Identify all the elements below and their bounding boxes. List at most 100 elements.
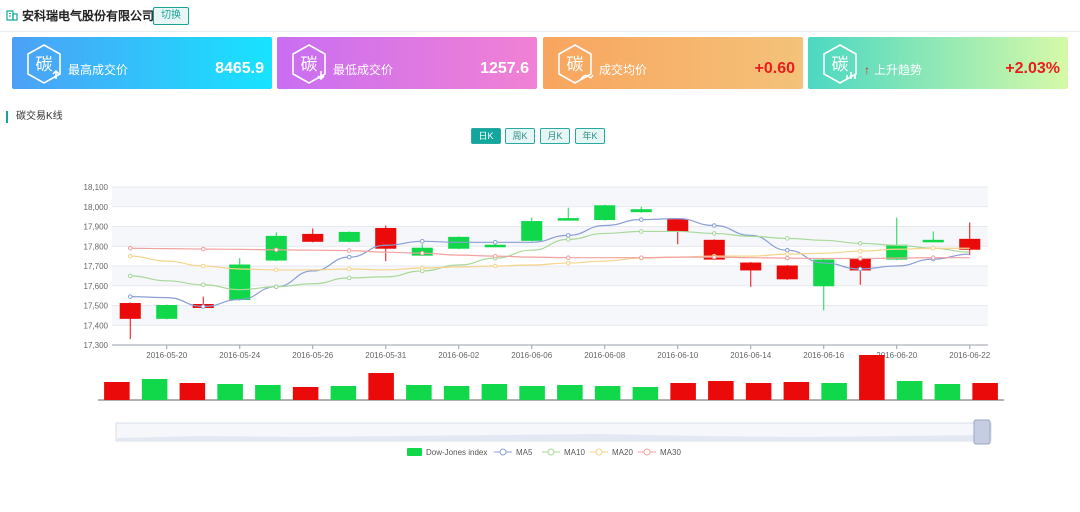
candle-body <box>594 205 616 221</box>
zoom-preview <box>116 434 991 441</box>
ma-point <box>711 254 717 260</box>
candle <box>557 207 579 221</box>
grid-band <box>112 285 988 306</box>
ma-point <box>565 255 571 261</box>
legend-label: MA10 <box>564 448 585 457</box>
x-tick-label: 2016-06-22 <box>949 351 990 360</box>
volume-bar <box>821 383 847 400</box>
card-label: 最高成交价 <box>68 63 129 77</box>
carbon-icon: 碳 <box>292 44 326 84</box>
arrow-up-icon: ↑ <box>864 63 870 77</box>
ma-point <box>711 231 717 236</box>
ma-point <box>565 233 571 238</box>
x-tick-label: 2016-05-26 <box>292 351 333 360</box>
candle <box>375 225 397 262</box>
volume-bar <box>972 383 998 400</box>
volume-bar <box>557 385 583 400</box>
candle <box>959 222 981 256</box>
ma-point <box>857 256 863 261</box>
candle-body <box>922 239 944 243</box>
tab-month[interactable]: 月K <box>540 128 570 144</box>
candle <box>922 231 944 243</box>
grid-band <box>112 206 988 227</box>
x-tick-label: 2016-06-14 <box>730 351 771 360</box>
legend-swatch-marker <box>643 448 651 456</box>
legend-item: MA5 <box>494 448 533 457</box>
ma-point <box>638 255 644 261</box>
ma-point <box>346 266 352 272</box>
legend-label: MA20 <box>612 448 633 457</box>
stat-card-highest-price: 碳 最高成交价 8465.9 <box>12 37 272 89</box>
grid-band <box>112 325 988 345</box>
ma-series-ma30 <box>127 245 970 261</box>
y-tick-label: 17,700 <box>84 262 109 271</box>
switch-button[interactable]: 切换 <box>153 7 189 25</box>
volume-bar <box>519 386 545 400</box>
candle-body <box>667 219 689 232</box>
volume-bar <box>594 386 621 400</box>
grid-band <box>112 246 988 266</box>
card-label: ↑ 上升趋势 <box>864 63 922 77</box>
ma-point <box>200 282 206 288</box>
ma-point <box>492 253 498 259</box>
candle <box>740 262 762 287</box>
candle <box>302 228 324 243</box>
ma-point <box>127 294 133 299</box>
card-label: 成交均价 <box>599 63 648 77</box>
legend-label: MA30 <box>660 448 681 457</box>
ma-point <box>784 255 790 261</box>
candle-body <box>338 231 360 242</box>
ma-point <box>419 265 425 271</box>
svg-text:碳: 碳 <box>832 55 849 75</box>
volume-bar <box>670 383 696 400</box>
volume-series <box>98 355 1004 401</box>
volume-bar <box>406 385 432 400</box>
ma-point <box>346 275 352 281</box>
candle <box>338 231 360 243</box>
volume-bar <box>934 384 961 400</box>
grid-band <box>112 305 988 326</box>
volume-bar <box>745 383 772 400</box>
svg-text:碳: 碳 <box>567 55 584 75</box>
candle-body <box>375 227 397 249</box>
volume-bar <box>443 386 470 400</box>
candle-body <box>229 264 251 301</box>
ma-point <box>127 253 133 259</box>
ma-point <box>200 304 206 309</box>
tab-year[interactable]: 年K <box>575 128 605 144</box>
ma-point <box>784 251 790 257</box>
volume-bar <box>708 381 734 400</box>
legend-item: MA10 <box>542 448 585 457</box>
volume-bar <box>104 382 130 400</box>
x-tick-label: 2016-05-31 <box>365 351 406 360</box>
tab-day[interactable]: 日K <box>471 128 501 144</box>
candle-body <box>630 209 652 213</box>
card-value: +0.60 <box>754 60 795 77</box>
tab-week[interactable]: 周K <box>505 128 535 144</box>
y-tick-label: 17,900 <box>84 223 109 232</box>
zoom-handle[interactable] <box>973 419 991 445</box>
candle-body <box>484 244 506 248</box>
x-axis: 2016-05-20 2016-05-24 2016-05-26 2016-05-31… <box>146 345 991 360</box>
ma-point <box>127 245 133 251</box>
legend-item: MA20 <box>590 448 633 457</box>
x-tick-label: 2016-06-10 <box>657 351 698 360</box>
building-icon <box>6 10 18 21</box>
ma-point <box>857 248 863 254</box>
card-value: 1257.6 <box>480 60 529 77</box>
y-tick-label: 17,600 <box>84 282 109 291</box>
candle-body <box>959 238 981 250</box>
grid-band <box>112 226 988 247</box>
stat-cards: 碳 最高成交价 8465.9 碳 最低成交价 1257.6 碳 成交均价 +0.… <box>12 37 1068 89</box>
x-tick-label: 2016-06-20 <box>876 351 917 360</box>
ma-point <box>273 267 279 273</box>
y-tick-label: 17,300 <box>84 341 109 350</box>
candle <box>156 304 178 320</box>
data-zoom-slider[interactable] <box>115 419 992 445</box>
volume-bar <box>859 355 885 400</box>
volume-bar <box>481 384 508 400</box>
candle <box>776 265 798 280</box>
company-name: 安科瑞电气股份有限公司 <box>22 9 155 23</box>
y-tick-label: 17,800 <box>84 242 109 251</box>
x-tick-label: 2016-06-16 <box>803 351 844 360</box>
